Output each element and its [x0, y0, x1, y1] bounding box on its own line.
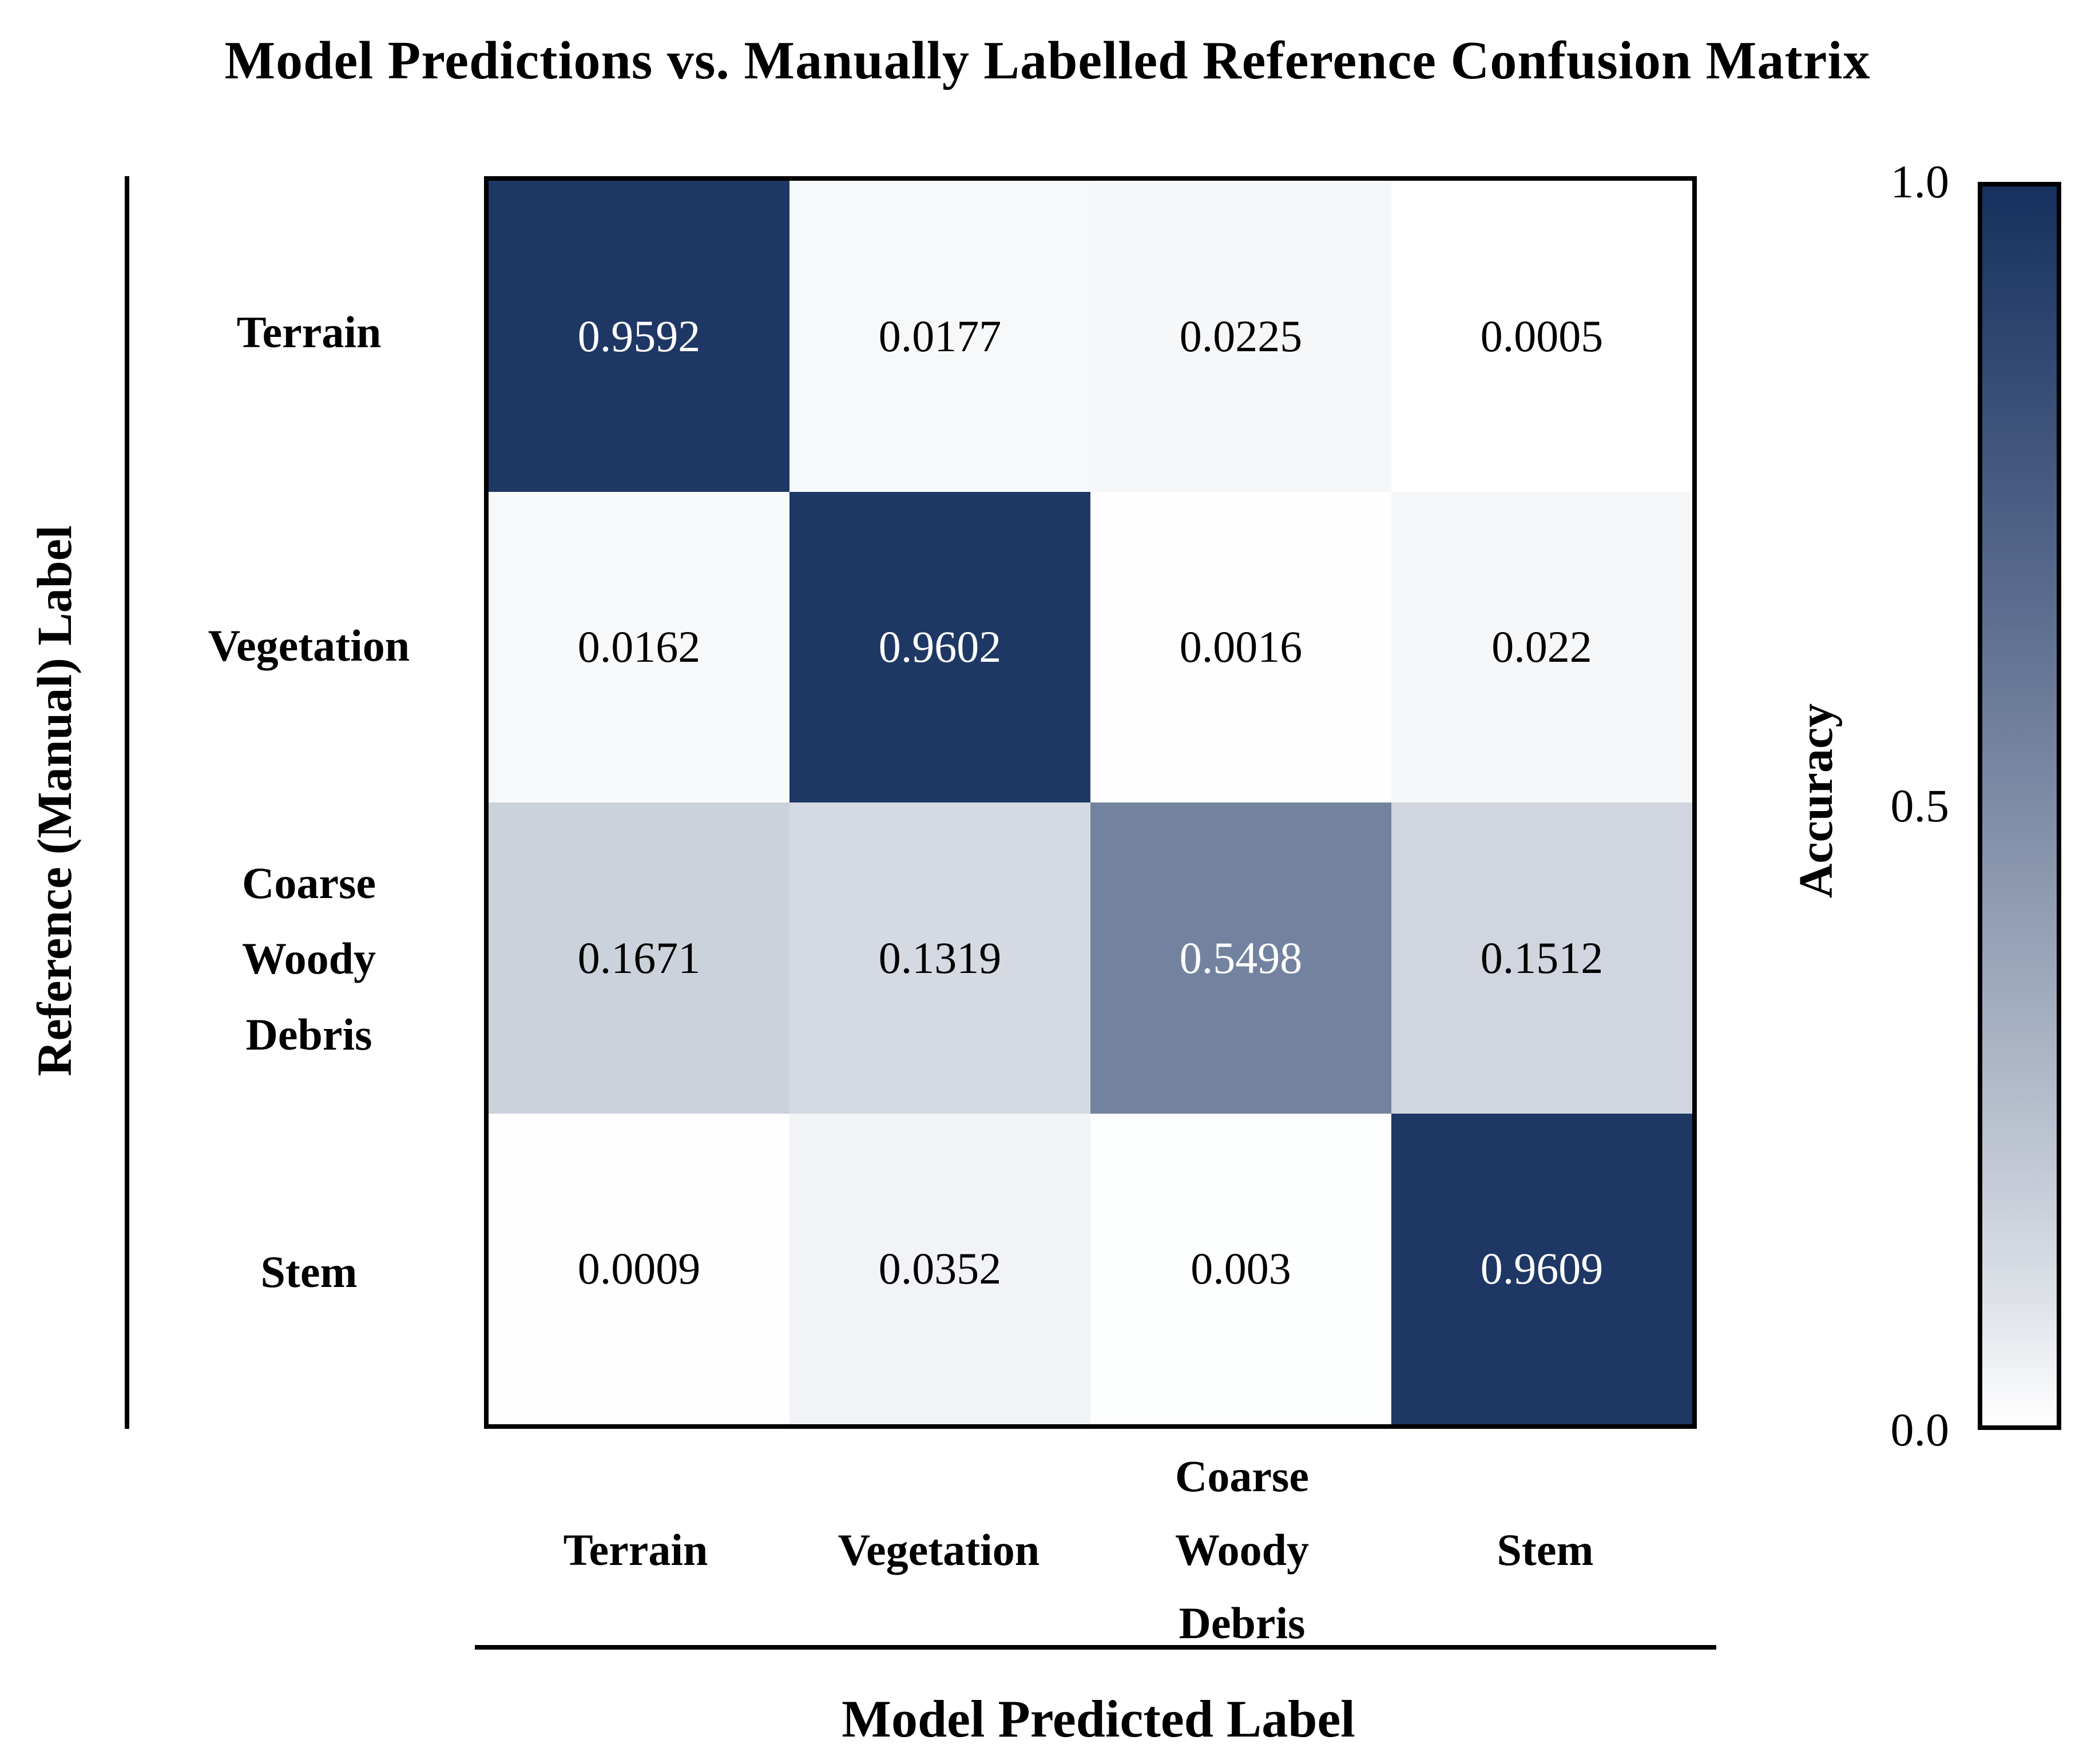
matrix-cell: 0.0177	[789, 181, 1090, 492]
label-line: Vegetation	[208, 620, 410, 670]
x-axis-line	[475, 1645, 1716, 1650]
matrix-cell: 0.1671	[489, 802, 789, 1114]
matrix-cell: 0.1512	[1391, 802, 1692, 1114]
label-line: Stem	[260, 1246, 358, 1297]
matrix-cell: 0.9609	[1391, 1113, 1692, 1424]
col-label: Vegetation	[767, 1447, 1110, 1653]
matrix-cell: 0.0005	[1391, 181, 1692, 492]
x-axis-title: Model Predicted Label	[842, 1690, 1355, 1748]
matrix-cell: 0.9592	[489, 181, 789, 492]
colorbar-gradient	[1978, 182, 2061, 1430]
label-line: Debris	[1179, 1598, 1306, 1648]
col-label: Terrain	[464, 1447, 807, 1653]
matrix-cell: 0.5498	[1090, 802, 1391, 1114]
matrix-cell: 0.1319	[789, 802, 1090, 1114]
row-label: Terrain	[134, 161, 483, 504]
matrix-cell: 0.0009	[489, 1113, 789, 1424]
matrix-cell: 0.0225	[1090, 181, 1391, 492]
y-axis-line	[125, 176, 129, 1429]
matrix-cell: 0.022	[1391, 491, 1692, 802]
colorbar-title: Accuracy	[1790, 703, 1843, 899]
matrix-cell: 0.9602	[789, 491, 1090, 802]
label-line: Coarse	[242, 857, 376, 908]
label-line: Woody	[241, 933, 376, 984]
label-line: Debris	[245, 1010, 372, 1060]
label-line: Stem	[1497, 1524, 1594, 1575]
matrix-cell: 0.0016	[1090, 491, 1391, 802]
matrix-cell: 0.0352	[789, 1113, 1090, 1424]
y-axis-title: Reference (Manual) Label	[27, 525, 82, 1076]
confusion-matrix: 0.9592 0.0177 0.0225 0.0005 0.0162 0.9602 0.00…	[484, 176, 1697, 1429]
colorbar-tick-label: 0.0	[1890, 1404, 1950, 1456]
label-line: Terrain	[563, 1524, 708, 1575]
colorbar-tick-label: 0.5	[1890, 780, 1950, 832]
label-line: Terrain	[236, 307, 382, 357]
label-line: Woody	[1175, 1524, 1310, 1575]
row-label: Coarse Woody Debris	[134, 788, 483, 1131]
matrix-cell: 0.0162	[489, 491, 789, 802]
col-label: Coarse Woody Debris	[1070, 1447, 1414, 1653]
label-line: Coarse	[1175, 1451, 1309, 1501]
row-label: Stem	[134, 1100, 483, 1444]
matrix-cell: 0.003	[1090, 1113, 1391, 1424]
chart-title: Model Predictions vs. Manually Labelled …	[224, 31, 1871, 90]
colorbar-tick-label: 1.0	[1890, 156, 1950, 208]
col-label: Stem	[1374, 1447, 1717, 1653]
label-line: Vegetation	[838, 1524, 1040, 1575]
row-label: Vegetation	[134, 474, 483, 817]
